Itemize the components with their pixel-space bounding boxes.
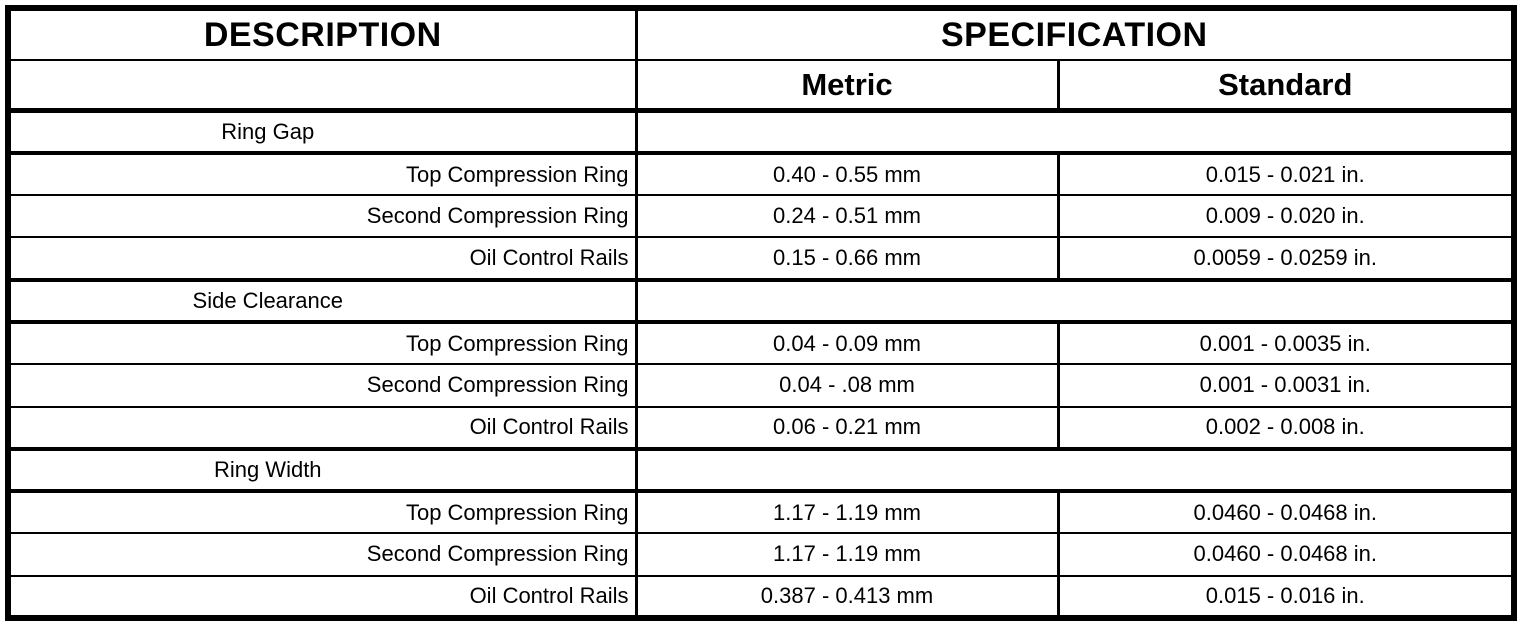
metric-value: 0.15 - 0.66 mm <box>636 237 1060 281</box>
section-title: Ring Gap <box>8 108 638 155</box>
standard-header: Standard <box>1058 60 1515 114</box>
section-spec-empty-cell <box>636 108 1515 155</box>
table-row: Second Compression Ring 0.04 - .08 mm 0.… <box>8 364 1515 408</box>
metric-value: 0.387 - 0.413 mm <box>636 575 1060 618</box>
metric-value: 0.06 - 0.21 mm <box>636 406 1060 450</box>
section-title: Ring Width <box>8 446 638 494</box>
specification-header: SPECIFICATION <box>636 8 1515 62</box>
table-row: Second Compression Ring 0.24 - 0.51 mm 0… <box>8 195 1515 239</box>
header-row-units: Metric Standard <box>8 60 1515 114</box>
table-row: Second Compression Ring 1.17 - 1.19 mm 0… <box>8 533 1515 577</box>
description-header: DESCRIPTION <box>8 8 638 62</box>
row-label: Oil Control Rails <box>8 575 638 618</box>
metric-value: 1.17 - 1.19 mm <box>636 491 1060 535</box>
row-label: Oil Control Rails <box>8 237 638 281</box>
description-header-empty-cell <box>8 60 638 114</box>
section-row-ring-width: Ring Width <box>8 446 1515 494</box>
standard-value: 0.0460 - 0.0468 in. <box>1058 491 1515 535</box>
row-label: Top Compression Ring <box>8 152 638 197</box>
row-label: Oil Control Rails <box>8 406 638 450</box>
metric-value: 1.17 - 1.19 mm <box>636 533 1060 577</box>
metric-value: 0.04 - 0.09 mm <box>636 321 1060 366</box>
row-label: Second Compression Ring <box>8 533 638 577</box>
metric-header: Metric <box>636 60 1060 114</box>
table-row: Oil Control Rails 0.387 - 0.413 mm 0.015… <box>8 575 1514 618</box>
standard-value: 0.001 - 0.0035 in. <box>1058 321 1515 366</box>
table-row: Top Compression Ring 0.04 - 0.09 mm 0.00… <box>8 321 1515 366</box>
standard-value: 0.001 - 0.0031 in. <box>1058 364 1515 408</box>
standard-value: 0.015 - 0.021 in. <box>1058 152 1515 197</box>
metric-value: 0.04 - .08 mm <box>636 364 1060 408</box>
section-row-side-clearance: Side Clearance <box>8 277 1515 324</box>
standard-value: 0.0460 - 0.0468 in. <box>1058 533 1515 577</box>
standard-value: 0.009 - 0.020 in. <box>1058 195 1515 239</box>
section-spec-empty-cell <box>636 446 1515 494</box>
section-title: Side Clearance <box>8 277 638 324</box>
section-row-ring-gap: Ring Gap <box>8 108 1515 155</box>
standard-value: 0.015 - 0.016 in. <box>1205 582 1365 608</box>
header-row-top: DESCRIPTION SPECIFICATION <box>8 8 1515 62</box>
row-label: Top Compression Ring <box>8 491 638 535</box>
metric-value: 0.40 - 0.55 mm <box>636 152 1060 197</box>
section-spec-empty-cell <box>636 277 1515 324</box>
metric-value: 0.24 - 0.51 mm <box>636 195 1060 239</box>
table-row: Top Compression Ring 1.17 - 1.19 mm 0.04… <box>8 491 1515 535</box>
table-row: Top Compression Ring 0.40 - 0.55 mm 0.01… <box>8 152 1515 197</box>
spec-table: DESCRIPTION SPECIFICATION Metric Standar… <box>5 5 1518 621</box>
row-label: Second Compression Ring <box>8 364 638 408</box>
row-label: Top Compression Ring <box>8 321 638 366</box>
standard-value: 0.0059 - 0.0259 in. <box>1058 237 1515 281</box>
row-label: Second Compression Ring <box>8 195 638 239</box>
table-row: Oil Control Rails 0.06 - 0.21 mm 0.002 -… <box>8 406 1515 450</box>
table-row: Oil Control Rails 0.15 - 0.66 mm 0.0059 … <box>8 237 1515 281</box>
standard-value: 0.002 - 0.008 in. <box>1058 406 1515 450</box>
